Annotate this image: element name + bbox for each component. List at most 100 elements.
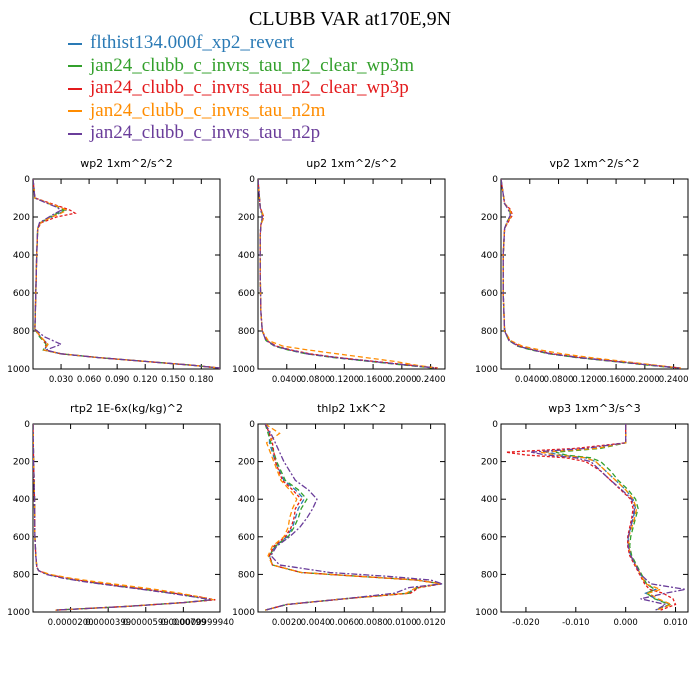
x-tick-label: 0.1600	[358, 375, 388, 385]
chart-panel: vp2 1xm^2/s^2 0 200 400 600 800 1000 0.0400 0.08…	[475, 157, 689, 385]
series-line	[258, 179, 438, 369]
y-tick-label: 600	[238, 289, 255, 299]
y-tick-label: 600	[13, 533, 30, 543]
series-group	[501, 179, 681, 369]
chart-panel: up2 1xm^2/s^2 0 200 400 600 800 1000 0.0400 0.08…	[232, 157, 446, 385]
x-tick-label: 0.010	[663, 618, 687, 628]
legend-swatch	[68, 65, 82, 68]
x-tick-label: 0.2400	[416, 375, 446, 385]
y-tick-label: 400	[481, 495, 498, 505]
chart-title: wp3 1xm^3/s^3	[548, 402, 641, 415]
y-tick-label: 0	[24, 420, 30, 430]
y-tick-label: 800	[481, 570, 498, 580]
y-tick-label: 1000	[7, 608, 30, 618]
x-tick-label: 0.0060	[329, 618, 359, 628]
x-tick-label: 0.0000999940	[172, 618, 234, 628]
x-tick-label: 0.150	[161, 375, 185, 385]
plot-frame	[500, 423, 689, 613]
y-tick-label: 400	[13, 495, 30, 505]
legend-label: jan24_clubb_c_invrs_tau_n2p	[90, 122, 321, 143]
plot-frame	[500, 178, 689, 370]
chart-panel: thlp2 1xK^2 0 200 400 600 800 1000 0.0020 0.0040…	[232, 402, 446, 628]
series-group	[258, 179, 438, 369]
x-tick-label: 0.000	[613, 618, 637, 628]
y-tick-label: 1000	[7, 365, 30, 375]
x-tick-label: 0.0020	[272, 618, 302, 628]
y-tick-label: 800	[238, 327, 255, 337]
legend-item: flthist134.000f_xp2_revert	[68, 32, 414, 55]
x-tick-label: 0.060	[77, 375, 101, 385]
series-line	[501, 179, 681, 369]
series-line	[33, 424, 212, 611]
legend-item: jan24_clubb_c_invrs_tau_n2m	[68, 100, 414, 123]
legend-item: jan24_clubb_c_invrs_tau_n2p	[68, 122, 414, 145]
legend-swatch	[68, 87, 82, 90]
chart-title: thlp2 1xK^2	[317, 402, 386, 415]
x-tick-label: 0.180	[189, 375, 213, 385]
x-tick-label: 0.0400	[515, 375, 545, 385]
x-tick-label: 0.030	[49, 375, 73, 385]
y-tick-label: 400	[238, 251, 255, 261]
series-line	[264, 424, 443, 611]
y-tick-label: 1000	[475, 608, 498, 618]
series-line	[33, 179, 220, 369]
legend-label: jan24_clubb_c_invrs_tau_n2m	[90, 99, 326, 121]
series-line	[555, 424, 672, 611]
y-tick-label: 600	[481, 289, 498, 299]
series-line	[540, 424, 674, 611]
x-tick-label: 0.090	[105, 375, 129, 385]
series-line	[264, 424, 441, 611]
series-line	[258, 179, 438, 369]
y-tick-label: 1000	[475, 365, 498, 375]
y-tick-label: 400	[13, 251, 30, 261]
plot-frame	[32, 423, 221, 613]
chart-title: up2 1xm^2/s^2	[306, 157, 397, 170]
series-line	[264, 424, 441, 611]
y-tick-label: 0	[249, 175, 255, 185]
x-tick-label: 0.2000	[387, 375, 417, 385]
y-tick-label: 0	[24, 175, 30, 185]
y-tick-label: 1000	[232, 365, 255, 375]
series-line	[264, 424, 443, 611]
y-tick-label: 0	[492, 420, 498, 430]
series-line	[501, 179, 678, 369]
chart-title: vp2 1xm^2/s^2	[549, 157, 639, 170]
y-tick-label: 600	[481, 533, 498, 543]
y-tick-label: 0	[249, 420, 255, 430]
plot-frame	[257, 178, 446, 370]
y-tick-label: 200	[238, 213, 255, 223]
chart-title: rtp2 1E-6x(kg/kg)^2	[70, 402, 183, 415]
series-line	[501, 179, 681, 369]
x-tick-label: 0.0000799	[160, 618, 206, 628]
legend-item: jan24_clubb_c_invrs_tau_n2_clear_wp3p	[68, 77, 414, 100]
figure-title: CLUBB VAR at170E,9N	[248, 8, 452, 30]
x-tick-label: 0.0040	[301, 618, 331, 628]
legend-swatch	[68, 42, 82, 45]
legend-item: jan24_clubb_c_invrs_tau_n2_clear_wp3m	[68, 55, 414, 78]
x-tick-label: 0.0800	[544, 375, 574, 385]
legend-label: jan24_clubb_c_invrs_tau_n2_clear_wp3m	[90, 54, 414, 76]
chart-panel: wp2 1xm^2/s^2 0 200 400 600 800 1000 0.030 0.060…	[7, 157, 221, 385]
plot-frame	[257, 423, 446, 613]
x-tick-label: 0.2000	[630, 375, 660, 385]
series-group	[33, 424, 216, 611]
chart-title: wp2 1xm^2/s^2	[80, 157, 173, 170]
y-tick-label: 200	[238, 458, 255, 468]
series-line	[501, 179, 680, 369]
y-tick-label: 400	[238, 495, 255, 505]
series-group	[505, 424, 686, 611]
series-line	[33, 424, 216, 611]
legend-label: jan24_clubb_c_invrs_tau_n2_clear_wp3p	[90, 77, 409, 98]
x-tick-label: 0.0000399	[85, 618, 131, 628]
x-tick-label: 0.0120	[416, 618, 446, 628]
y-tick-label: 600	[238, 533, 255, 543]
legend-swatch	[68, 132, 82, 135]
series-line	[505, 424, 677, 611]
x-tick-label: 0.120	[133, 375, 157, 385]
series-line	[258, 179, 438, 369]
y-tick-label: 800	[13, 327, 30, 337]
y-tick-label: 200	[13, 458, 30, 468]
chart-panel: rtp2 1E-6x(kg/kg)^2 0 200 400 600 800 1000 0.00…	[7, 402, 234, 628]
plot-frame	[32, 178, 221, 370]
